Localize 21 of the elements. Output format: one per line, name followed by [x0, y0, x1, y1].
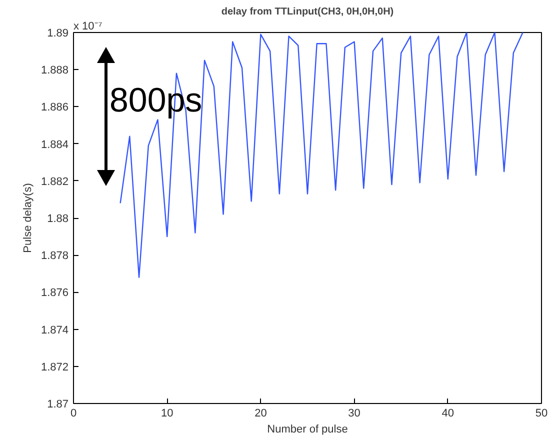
y-tick-label: 1.886 [40, 102, 69, 114]
y-tick-label: 1.874 [40, 324, 69, 336]
y-tick-label: 1.876 [40, 287, 69, 300]
x-tick-label: 20 [254, 408, 267, 420]
y-tick-label: 1.87 [47, 398, 69, 410]
x-tick-label: 40 [442, 408, 454, 420]
y-tick-label: 1.89 [47, 28, 69, 40]
y-tick-label: 1.888 [40, 64, 69, 77]
x-tick-label: 0 [70, 408, 77, 420]
x-tick-label: 30 [348, 408, 360, 420]
y-tick-label: 1.88 [47, 213, 69, 225]
y-tick-label: 1.884 [40, 138, 69, 151]
x-tick-label: 50 [535, 408, 548, 420]
x-axis-title: Number of pulse [267, 424, 348, 436]
y-tick-label: 1.878 [40, 250, 69, 262]
y-axis-title: Pulse delay(s) [22, 183, 34, 253]
chart-title: delay from TTLinput(CH3, 0H,0H,0H) [221, 6, 394, 18]
x-tick-label: 10 [160, 408, 174, 420]
y-tick-label: 1.882 [40, 176, 69, 188]
y-tick-label: 1.872 [40, 361, 69, 374]
annotation: x 10⁻⁷ [74, 20, 102, 32]
